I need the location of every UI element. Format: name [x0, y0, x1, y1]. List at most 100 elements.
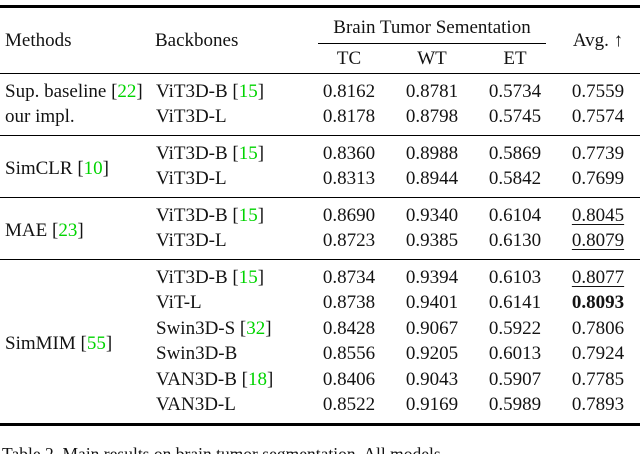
backbone-label-close: ] — [257, 142, 265, 164]
group-header-rule: Brain Tumor Sementation — [318, 17, 546, 44]
method-label: our impl. — [5, 106, 75, 128]
backbone-label: ViT-L — [156, 292, 202, 314]
tc-value: 0.8690 — [322, 204, 376, 226]
backbone-label-close: ] — [257, 266, 265, 288]
wt-value: 0.8988 — [405, 142, 459, 164]
wt-value: 0.8798 — [405, 106, 459, 128]
wt-value: 0.9385 — [405, 230, 459, 252]
column-group-header: Brain Tumor Sementation — [308, 7, 556, 44]
wt-value: 0.9067 — [405, 317, 459, 339]
tc-value: 0.8428 — [322, 317, 376, 339]
table-header: Methods Backbones Brain Tumor Sementatio… — [0, 7, 640, 74]
method-cell: MAE [23] — [0, 198, 150, 260]
method-label-close: ] — [105, 333, 113, 354]
wt-value: 0.8781 — [405, 80, 459, 102]
method-cell: SimCLR [10] — [0, 136, 150, 198]
wt-value: 0.9401 — [405, 292, 459, 314]
et-value: 0.6130 — [488, 230, 542, 252]
method-label-close: ] — [77, 220, 84, 241]
column-header-et: ET — [503, 47, 527, 69]
wt-value: 0.9169 — [405, 394, 459, 416]
table-row: ViT3D-L 0.8723 0.9385 0.6130 0.8079 — [0, 229, 640, 260]
et-value: 0.6141 — [488, 292, 542, 314]
backbone-label: VAN3D-L — [156, 394, 236, 416]
backbone-label: Swin3D-B — [156, 343, 238, 365]
et-value: 0.5734 — [488, 80, 542, 102]
table-caption: Table 2. Main results on brain tumor seg… — [2, 444, 441, 454]
table-row: SimMIM [55] ViT3D-B [15] 0.8734 0.9394 0… — [0, 260, 640, 354]
backbone-label: VAN3D-B [ — [156, 368, 249, 390]
method-label: SimMIM [ — [5, 333, 87, 354]
backbone-cell: ViT3D-L — [150, 105, 308, 136]
et-value: 0.6013 — [488, 343, 542, 365]
tc-value: 0.8360 — [322, 142, 376, 164]
citation-link[interactable]: 15 — [238, 142, 258, 164]
backbone-label: ViT3D-B [ — [156, 142, 239, 164]
avg-value-underlined: 0.8045 — [571, 204, 625, 226]
method-cell: SimMIM [55] — [0, 260, 150, 425]
section-simclr: SimCLR [10] ViT3D-B [15] 0.8360 0.8988 0… — [0, 135, 640, 198]
avg-value: 0.7574 — [571, 106, 625, 128]
wt-value: 0.8944 — [405, 168, 459, 190]
avg-value-bold: 0.8093 — [571, 292, 625, 314]
citation-link[interactable]: 10 — [83, 158, 103, 179]
backbone-cell: ViT3D-B [15] — [150, 136, 308, 167]
avg-value: 0.7924 — [571, 343, 625, 365]
column-header-wt: WT — [417, 47, 447, 69]
table-row: Swin3D-S [32] 0.8428 0.9067 0.5922 0.780… — [0, 316, 640, 342]
backbone-label-close: ] — [265, 317, 272, 339]
et-value: 0.5922 — [488, 317, 542, 339]
citation-link[interactable]: 18 — [248, 368, 268, 390]
table-row: VAN3D-L 0.8522 0.9169 0.5989 0.7893 — [0, 393, 640, 425]
backbone-cell: ViT3D-B [15] — [150, 74, 308, 105]
method-label: Sup. baseline [ — [5, 80, 118, 102]
section-sup-baseline: Sup. baseline [22] ViT3D-B [15] 0.8162 0… — [0, 73, 640, 136]
backbone-label: ViT3D-B [ — [156, 204, 239, 226]
backbone-label: ViT3D-B [ — [156, 80, 239, 102]
et-value: 0.6104 — [488, 204, 542, 226]
backbone-cell: VAN3D-B [18] — [150, 367, 308, 393]
wt-value: 0.9205 — [405, 343, 459, 365]
wt-value: 0.9340 — [405, 204, 459, 226]
backbone-cell: ViT3D-L — [150, 229, 308, 260]
table-row: ViT-L 0.8738 0.9401 0.6141 0.8093 — [0, 291, 640, 317]
method-label-close: ] — [136, 80, 143, 102]
citation-link[interactable]: 15 — [238, 266, 258, 288]
backbone-label-close: ] — [257, 80, 265, 102]
backbone-cell: VAN3D-L — [150, 393, 308, 425]
et-value: 0.5842 — [488, 168, 542, 190]
citation-link[interactable]: 15 — [238, 204, 258, 226]
et-value: 0.6103 — [488, 266, 542, 288]
citation-link[interactable]: 15 — [238, 80, 258, 102]
section-mae: MAE [23] ViT3D-B [15] 0.8690 0.9340 0.61… — [0, 197, 640, 260]
tc-value: 0.8313 — [322, 168, 376, 190]
tc-value: 0.8556 — [322, 343, 376, 365]
method-cell: Sup. baseline [22] — [0, 74, 150, 105]
citation-link[interactable]: 23 — [58, 220, 78, 241]
avg-value: 0.7739 — [571, 142, 625, 164]
table-row: VAN3D-B [18] 0.8406 0.9043 0.5907 0.7785 — [0, 367, 640, 393]
column-header-avg: Avg. ↑ — [572, 29, 624, 51]
tc-value: 0.8522 — [322, 394, 376, 416]
method-label: SimCLR [ — [5, 158, 84, 179]
avg-value-underlined: 0.8077 — [571, 266, 625, 288]
backbone-cell: ViT3D-L — [150, 167, 308, 198]
avg-value: 0.7699 — [571, 168, 625, 190]
backbone-cell: ViT3D-B [15] — [150, 260, 308, 291]
method-label: MAE [ — [5, 220, 59, 241]
wt-value: 0.9043 — [405, 368, 459, 390]
backbone-label: Swin3D-S [ — [156, 317, 247, 339]
et-value: 0.5745 — [488, 106, 542, 128]
backbone-label: ViT3D-B [ — [156, 266, 239, 288]
avg-value: 0.7893 — [571, 394, 625, 416]
table-row: MAE [23] ViT3D-B [15] 0.8690 0.9340 0.61… — [0, 198, 640, 241]
citation-link[interactable]: 55 — [86, 333, 106, 354]
citation-link[interactable]: 32 — [246, 317, 266, 339]
avg-value: 0.7806 — [571, 317, 625, 339]
backbone-cell: Swin3D-B — [150, 342, 308, 368]
citation-link[interactable]: 22 — [117, 80, 137, 102]
column-header-tc: TC — [336, 47, 362, 69]
avg-value-underlined: 0.8079 — [571, 230, 625, 252]
backbone-label: ViT3D-L — [156, 106, 227, 128]
avg-value: 0.7785 — [571, 368, 625, 390]
